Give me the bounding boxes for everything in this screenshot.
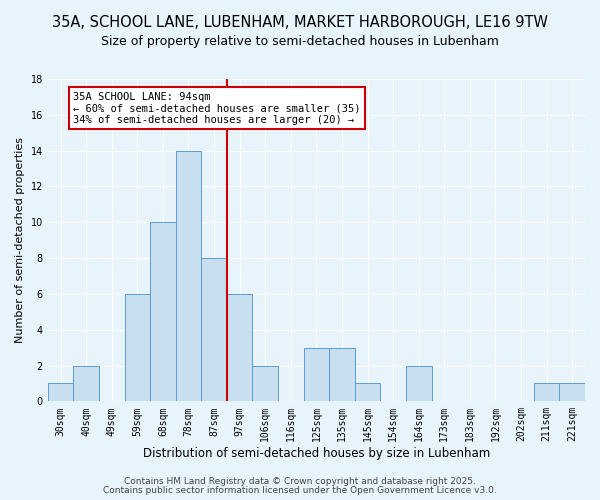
Bar	[201, 258, 227, 402]
Bar	[329, 348, 355, 402]
Bar	[48, 384, 73, 402]
Text: 35A SCHOOL LANE: 94sqm
← 60% of semi-detached houses are smaller (35)
34% of sem: 35A SCHOOL LANE: 94sqm ← 60% of semi-det…	[73, 92, 361, 124]
Bar	[73, 366, 99, 402]
Bar	[355, 384, 380, 402]
Text: Contains HM Land Registry data © Crown copyright and database right 2025.: Contains HM Land Registry data © Crown c…	[124, 477, 476, 486]
Text: Contains public sector information licensed under the Open Government Licence v3: Contains public sector information licen…	[103, 486, 497, 495]
Text: Size of property relative to semi-detached houses in Lubenham: Size of property relative to semi-detach…	[101, 35, 499, 48]
Bar	[125, 294, 150, 402]
Bar	[406, 366, 431, 402]
Bar	[534, 384, 559, 402]
Bar	[304, 348, 329, 402]
Y-axis label: Number of semi-detached properties: Number of semi-detached properties	[15, 137, 25, 343]
Bar	[227, 294, 253, 402]
Bar	[253, 366, 278, 402]
Bar	[559, 384, 585, 402]
Text: 35A, SCHOOL LANE, LUBENHAM, MARKET HARBOROUGH, LE16 9TW: 35A, SCHOOL LANE, LUBENHAM, MARKET HARBO…	[52, 15, 548, 30]
X-axis label: Distribution of semi-detached houses by size in Lubenham: Distribution of semi-detached houses by …	[143, 447, 490, 460]
Bar	[176, 150, 201, 402]
Bar	[150, 222, 176, 402]
